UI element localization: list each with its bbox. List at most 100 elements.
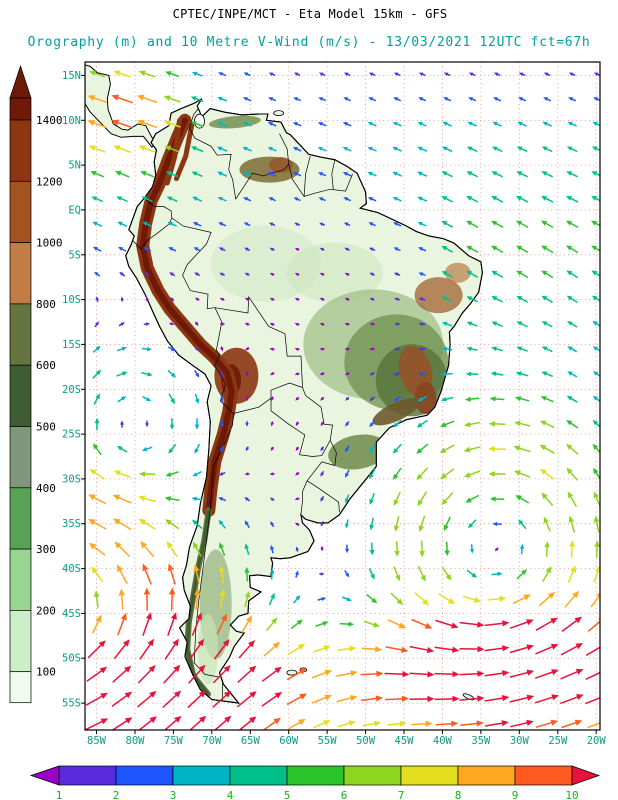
wind-arrow (318, 172, 327, 177)
wind-arrow (484, 695, 510, 702)
wind-arrow (416, 443, 429, 454)
wind-arrow (393, 272, 401, 276)
wind-arrow (443, 72, 451, 77)
wind-arrow (466, 270, 479, 278)
orography-scale-label: 1200 (36, 175, 63, 188)
wind-arrow (236, 691, 257, 708)
wind-arrow (336, 695, 358, 703)
lon-label: 60W (279, 735, 299, 747)
wind-arrow (191, 612, 202, 636)
wind-arrow (487, 595, 507, 602)
wind-arrow (566, 195, 579, 203)
wind-arrow (414, 592, 430, 606)
wind-arrow (188, 664, 206, 684)
wind-arrow (111, 717, 133, 730)
wind-arrow (484, 645, 510, 652)
wind-arrow (491, 171, 504, 178)
wind-arrow (318, 97, 327, 102)
wind-arrow (409, 645, 435, 654)
wind-arrow (319, 222, 326, 226)
wind-arrow (218, 72, 227, 77)
wind-arrow (463, 446, 481, 453)
wind-arrow (441, 371, 453, 377)
wind-arrow (384, 671, 410, 678)
wind-arrow (416, 419, 428, 428)
wind-arrow (541, 245, 554, 254)
wind-arrow (441, 566, 452, 581)
wind-arrow (564, 590, 579, 608)
wind-arrow (342, 147, 352, 152)
wind-arrow (409, 695, 435, 703)
wind-arrow (343, 72, 351, 77)
wind-arrow (541, 346, 553, 353)
wind-arrow (464, 396, 480, 402)
orography-scale-label: 1400 (36, 114, 63, 127)
wind-arrow (466, 569, 478, 578)
wind-arrow (387, 619, 407, 629)
wind-arrow (286, 693, 307, 706)
wind-arrow (343, 97, 352, 102)
wind-arrow (167, 369, 177, 378)
wind-arrow (541, 146, 553, 153)
wind-scale-label: 8 (455, 789, 462, 800)
wind-arrow (270, 521, 275, 528)
wind-arrow (535, 617, 558, 631)
wind-arrow (118, 588, 125, 610)
wind-arrow (417, 146, 428, 152)
central-america-landmass (85, 64, 158, 148)
wind-arrow (169, 418, 175, 430)
wind-arrow (165, 71, 180, 78)
wind-arrow (392, 467, 402, 480)
wind-arrow (337, 720, 356, 728)
wind-arrow (318, 72, 326, 77)
wind-arrow (542, 121, 552, 127)
wind-arrow (165, 171, 179, 178)
wind-arrow (293, 172, 302, 177)
lon-label: 35W (471, 735, 491, 747)
orography-colorbar: 1400 1200 1000 800 600 500 400 300 200 100 (9, 64, 63, 704)
wind-arrow (193, 541, 202, 557)
wind-arrow (517, 121, 527, 127)
wind-arrow (311, 694, 333, 704)
wind-arrow (441, 196, 454, 203)
wind-arrow (136, 94, 158, 104)
wind-arrow (138, 70, 156, 78)
wind-arrow (416, 467, 429, 481)
wind-arrow (294, 522, 300, 526)
wind-arrow (92, 345, 101, 353)
wind-arrow (120, 296, 124, 302)
wind-arrow (540, 220, 554, 229)
wind-arrow (242, 172, 252, 177)
wind-arrow (468, 97, 477, 102)
wind-arrow (190, 121, 204, 128)
wind-arrow (484, 620, 510, 627)
wind-arrow (294, 297, 300, 301)
wind-arrow (394, 541, 400, 557)
wind-scale-label: 5 (284, 789, 291, 800)
wind-arrow (417, 196, 428, 202)
wind-arrow (143, 587, 151, 611)
wind-arrow (244, 347, 250, 351)
wind-arrow (434, 695, 460, 702)
wind-arrow (567, 321, 578, 328)
wind-arrow (220, 445, 225, 453)
lon-label: 75W (164, 735, 184, 747)
wind-arrow (117, 612, 127, 636)
wind-arrow (367, 172, 377, 177)
wind-arrow (491, 220, 504, 228)
wind-arrow (269, 497, 275, 502)
wind-arrow (469, 544, 475, 554)
orography-scale-label: 500 (36, 421, 56, 434)
wind-arrow (218, 247, 226, 252)
wind-arrow (565, 220, 579, 229)
wind-arrow (85, 692, 108, 706)
wind-arrow (459, 695, 485, 702)
wind-arrow (320, 546, 324, 552)
wind-arrow (393, 395, 402, 402)
wind-arrow (238, 640, 255, 659)
wind-arrow (385, 695, 409, 702)
wind-arrow (417, 222, 427, 227)
wind-arrow (311, 669, 333, 679)
wind-arrow (165, 519, 180, 530)
wind-arrow (212, 665, 231, 684)
